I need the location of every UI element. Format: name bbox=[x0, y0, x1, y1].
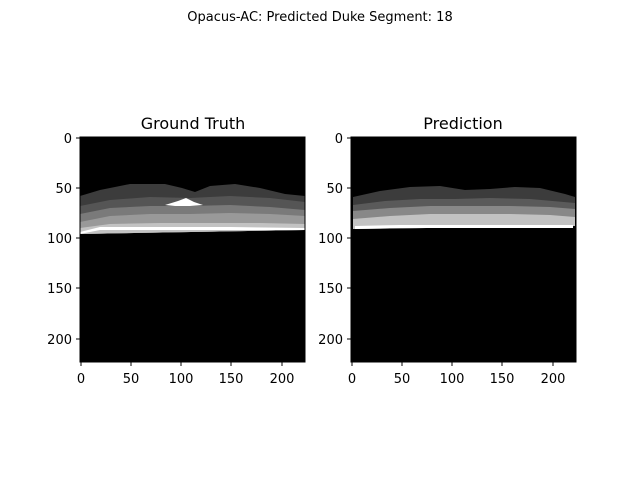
ground-truth-ytick-label: 50 bbox=[55, 182, 72, 197]
ground-truth-xtick-label: 100 bbox=[169, 372, 194, 387]
ground-truth-xtick-label: 50 bbox=[123, 372, 140, 387]
prediction-ytick-label: 50 bbox=[326, 182, 343, 197]
prediction-xtick-label: 0 bbox=[348, 372, 356, 387]
ground-truth-xtick-label: 200 bbox=[270, 372, 295, 387]
panel-title-ground-truth: Ground Truth bbox=[141, 114, 246, 133]
prediction-xtick-label: 150 bbox=[490, 372, 515, 387]
prediction-ytick-label: 150 bbox=[318, 282, 343, 297]
ground-truth-ytick-label: 200 bbox=[47, 333, 72, 348]
ground-truth-xticks bbox=[80, 362, 283, 366]
ground-truth-yticks bbox=[76, 137, 80, 340]
ground-truth-image bbox=[80, 137, 305, 362]
ground-truth-ytick-label: 0 bbox=[64, 132, 72, 147]
prediction-xtick-label: 100 bbox=[440, 372, 465, 387]
ground-truth-xtick-label: 150 bbox=[219, 372, 244, 387]
panel-title-prediction: Prediction bbox=[423, 114, 502, 133]
panel-prediction: Prediction 0 50 100 150 200 bbox=[318, 114, 577, 387]
prediction-axes-frame bbox=[350, 136, 577, 363]
prediction-yticks bbox=[347, 137, 351, 340]
figure-suptitle: Opacus-AC: Predicted Duke Segment: 18 bbox=[187, 10, 452, 25]
prediction-ytick-label: 0 bbox=[335, 132, 343, 147]
ground-truth-ytick-label: 150 bbox=[47, 282, 72, 297]
prediction-xtick-label: 50 bbox=[394, 372, 411, 387]
ground-truth-xtick-label: 0 bbox=[77, 372, 85, 387]
prediction-ytick-label: 200 bbox=[318, 333, 343, 348]
prediction-ytick-label: 100 bbox=[318, 232, 343, 247]
panel-ground-truth: Ground Truth 0 50 100 150 2 bbox=[47, 114, 306, 387]
prediction-xticks bbox=[351, 362, 554, 366]
ground-truth-axes-frame bbox=[79, 136, 306, 363]
prediction-image bbox=[351, 137, 576, 362]
prediction-xtick-label: 200 bbox=[541, 372, 566, 387]
ground-truth-ytick-label: 100 bbox=[47, 232, 72, 247]
